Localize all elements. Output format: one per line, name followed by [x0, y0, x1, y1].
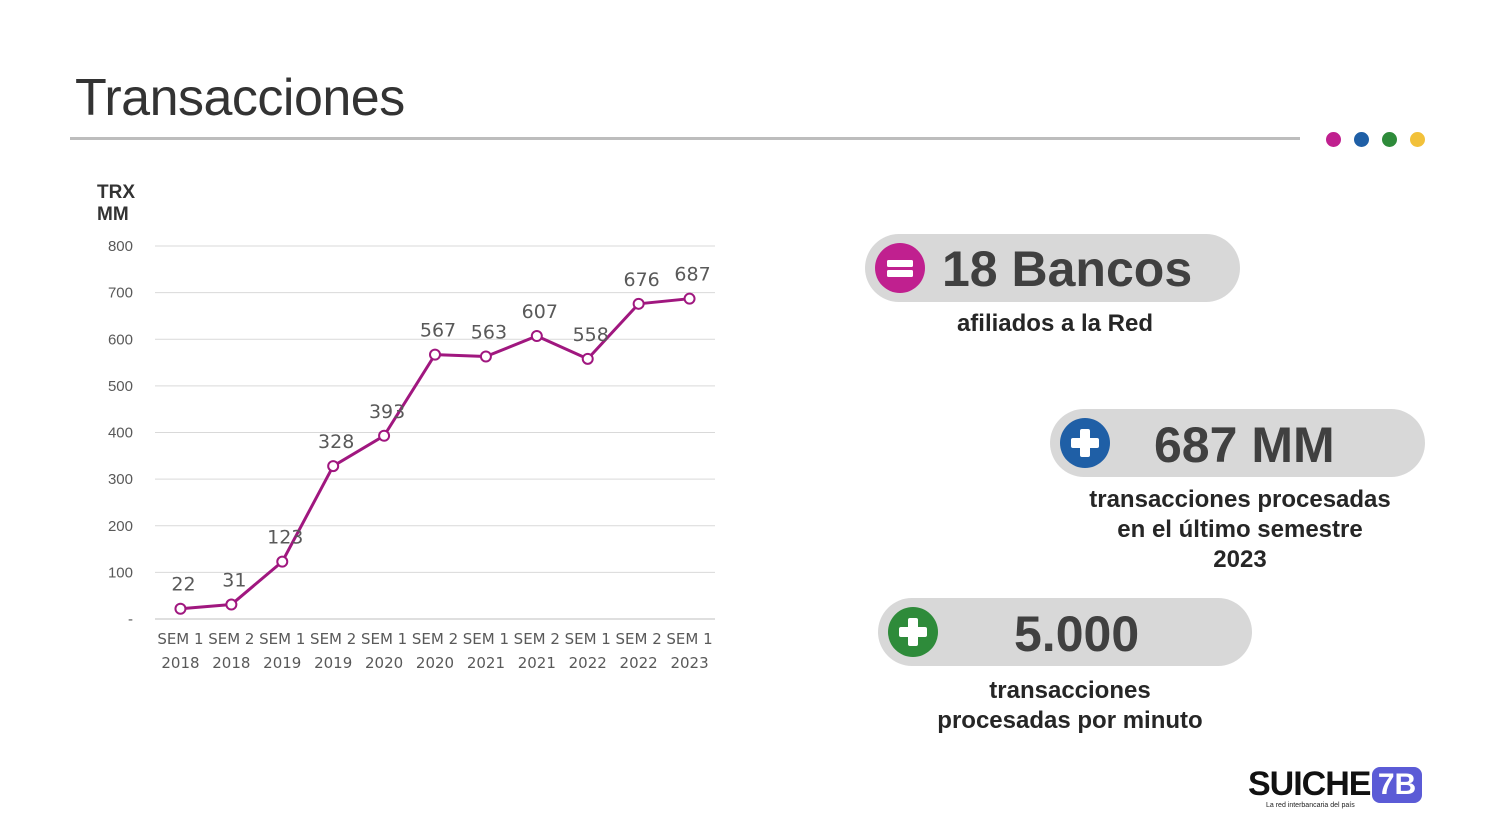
suiche-7b-logo: SUICHE 7B La red interbancaria del país — [1248, 765, 1428, 815]
dot-yellow — [1410, 132, 1425, 147]
data-point — [429, 348, 441, 361]
y-axis-label: TRX MM — [97, 182, 135, 226]
x-tick-label: SEM 1 — [463, 630, 509, 648]
data-label: 31 — [222, 570, 246, 592]
stat-transactions-pill: 687 MM — [1050, 409, 1425, 477]
logo-tagline: La red interbancaria del país — [1266, 802, 1355, 809]
data-label: 607 — [522, 301, 558, 323]
x-tick-label: 2022 — [569, 654, 607, 672]
x-tick-label: SEM 2 — [616, 630, 662, 648]
page-title: Transacciones — [75, 69, 405, 127]
stat-transactions-caption-line-1: transacciones procesadas — [1089, 486, 1391, 513]
stat-banks-caption-line: afiliados a la Red — [956, 310, 1154, 337]
data-label: 328 — [318, 431, 354, 453]
y-tick-label: - — [128, 611, 133, 628]
stat-banks-value: 18 Bancos — [942, 241, 1193, 297]
title-divider — [70, 137, 1300, 140]
dot-magenta — [1326, 132, 1341, 147]
data-point — [174, 602, 187, 615]
y-tick-label: 500 — [108, 378, 133, 395]
data-point — [276, 555, 289, 568]
y-tick-label: 400 — [108, 425, 133, 442]
series-line — [180, 297, 690, 611]
data-label: 563 — [471, 322, 507, 344]
dot-blue — [1354, 132, 1369, 147]
x-tick-label: 2020 — [416, 654, 454, 672]
line-chart: - 100 200 300 400 500 600 700 800 SEM 1 2018 SEM 2 2… — [108, 238, 715, 672]
y-tick-label: 300 — [108, 471, 133, 488]
data-point — [530, 329, 543, 342]
x-tick-label: SEM 1 — [157, 630, 203, 648]
x-tick-label: SEM 1 — [666, 630, 712, 648]
x-tick-label: SEM 2 — [310, 630, 356, 648]
data-point — [225, 598, 238, 611]
equals-circle-icon — [875, 243, 925, 293]
plus-circle-icon — [1060, 418, 1110, 468]
stat-per-minute-caption: transacciones procesadas por minuto — [910, 676, 1230, 736]
x-tick-label: 2022 — [620, 654, 658, 672]
data-label: 123 — [267, 527, 303, 549]
logo-word: SUICHE — [1248, 765, 1371, 803]
data-point — [683, 292, 696, 305]
data-point — [581, 352, 594, 365]
stat-banks-caption: afiliados a la Red — [905, 309, 1205, 339]
x-tick-label: 2021 — [467, 654, 505, 672]
x-tick-label: 2018 — [212, 654, 250, 672]
x-tick-label: SEM 1 — [259, 630, 305, 648]
x-tick-label: 2019 — [263, 654, 301, 672]
x-tick-label: 2020 — [365, 654, 403, 672]
data-point — [327, 460, 340, 473]
x-tick-label: SEM 2 — [514, 630, 560, 648]
stat-banks-pill: 18 Bancos — [865, 234, 1240, 302]
y-tick-label: 100 — [108, 564, 133, 581]
y-tick-label: 200 — [108, 518, 133, 535]
y-tick-label: 600 — [108, 331, 133, 348]
data-label: 687 — [674, 264, 710, 286]
data-point — [632, 297, 645, 310]
x-tick-label: SEM 2 — [208, 630, 254, 648]
data-label: 558 — [573, 324, 609, 346]
data-point — [378, 429, 391, 442]
x-tick-label: SEM 1 — [565, 630, 611, 648]
stat-transactions-caption-line-2: en el último semestre — [1117, 516, 1363, 543]
logo-number: 7B — [1372, 767, 1422, 803]
x-tick-label: 2021 — [518, 654, 556, 672]
y-tick-label: 800 — [108, 238, 133, 255]
stat-transactions-caption-line-3: 2023 — [1213, 546, 1267, 573]
y-tick-label: 700 — [108, 285, 133, 302]
dot-green — [1382, 132, 1397, 147]
x-tick-label: 2019 — [314, 654, 352, 672]
stat-per-minute-pill: 5.000 — [878, 598, 1252, 666]
x-tick-label: 2018 — [161, 654, 199, 672]
data-label: 676 — [624, 269, 660, 291]
y-axis-label-line-1: TRX — [97, 182, 135, 203]
stat-transactions-caption: transacciones procesadas en el último se… — [1050, 485, 1430, 575]
data-label: 393 — [369, 401, 405, 423]
stat-per-minute-value: 5.000 — [1014, 606, 1140, 662]
data-label: 22 — [171, 574, 195, 596]
x-tick-label: SEM 2 — [412, 630, 458, 648]
data-label: 567 — [420, 320, 456, 342]
x-tick-label: SEM 1 — [361, 630, 407, 648]
y-axis-label-line-2: MM — [97, 204, 129, 225]
data-point — [479, 350, 492, 363]
stat-per-minute-caption-line-1: transacciones — [989, 677, 1151, 704]
stat-per-minute-caption-line-2: procesadas por minuto — [937, 707, 1203, 734]
x-tick-label: 2023 — [670, 654, 708, 672]
plus-circle-icon — [888, 607, 938, 657]
stat-transactions-value: 687 MM — [1154, 417, 1335, 473]
